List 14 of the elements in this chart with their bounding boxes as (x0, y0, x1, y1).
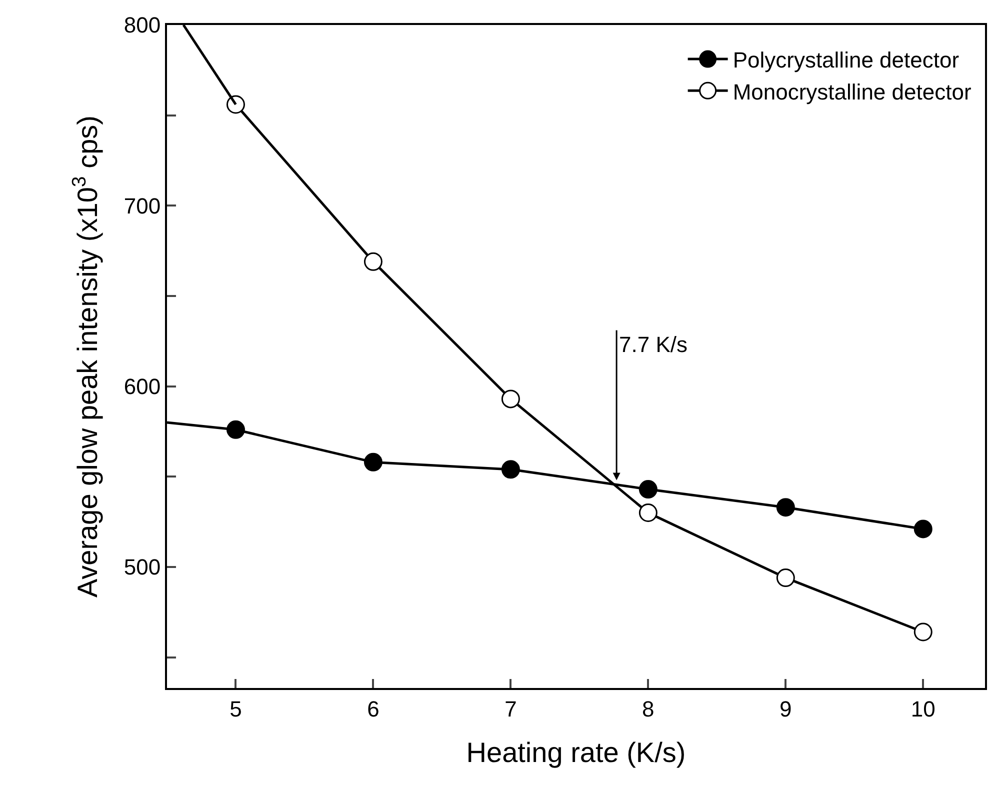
x-tick-label: 5 (230, 696, 242, 722)
x-tick-label: 9 (780, 696, 792, 722)
x-tick-label: 7 (504, 696, 517, 722)
y-tick-label: 800 (124, 12, 161, 38)
y-tick-label: 700 (124, 193, 161, 218)
x-tick-label: 6 (367, 696, 380, 722)
annotation: 7.7 K/s (619, 332, 688, 357)
legend-label: Polycrystalline detector (732, 48, 960, 73)
y-tick-label: 600 (124, 374, 161, 400)
x-tick-label: 10 (910, 696, 936, 722)
legend-label: Monocrystalline detector (732, 79, 972, 104)
x-tick-label: 8 (642, 696, 654, 722)
x-axis-title: Heating rate (K/s) (466, 737, 686, 768)
y-tick-label: 500 (124, 554, 161, 580)
